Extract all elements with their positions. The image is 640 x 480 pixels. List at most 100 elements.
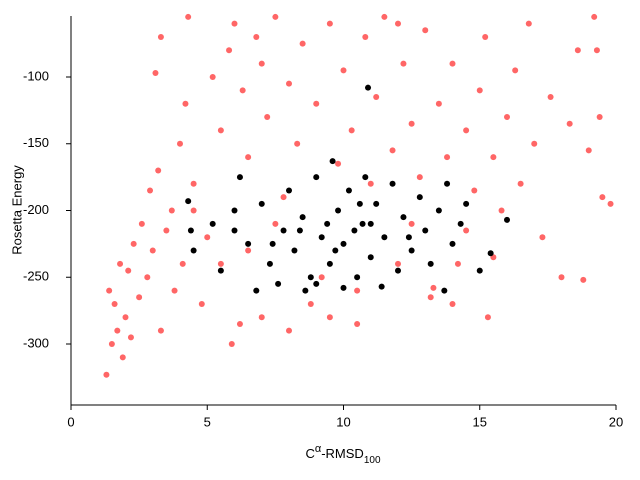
point <box>599 194 606 201</box>
point <box>182 100 189 107</box>
point <box>416 194 423 201</box>
point <box>373 200 380 207</box>
point <box>119 354 126 361</box>
point <box>149 247 156 254</box>
point <box>171 287 178 294</box>
point <box>127 334 134 341</box>
point <box>318 274 325 281</box>
point <box>395 267 401 274</box>
point <box>299 40 306 47</box>
point <box>106 287 113 294</box>
point <box>318 234 325 241</box>
y-tick-label: -300 <box>23 335 49 350</box>
point <box>236 320 243 327</box>
point <box>209 74 216 81</box>
point <box>463 127 470 134</box>
x-tick-label: 20 <box>609 414 623 429</box>
point <box>482 33 489 40</box>
point <box>441 287 448 294</box>
point <box>177 140 183 147</box>
point <box>498 207 505 214</box>
point <box>266 260 273 267</box>
point <box>217 127 224 134</box>
point <box>373 94 380 101</box>
point <box>226 47 233 54</box>
point <box>168 207 175 214</box>
point <box>463 200 470 207</box>
point <box>416 174 423 181</box>
point <box>324 220 331 227</box>
point <box>389 147 396 154</box>
x-axis-label: Cα-RMSD100 <box>305 443 380 466</box>
point <box>335 160 342 167</box>
point <box>231 227 238 234</box>
x-label-sup: α <box>315 443 322 455</box>
point <box>378 283 385 290</box>
point <box>108 340 115 347</box>
point <box>591 13 598 20</box>
x-label-sub: 100 <box>364 455 381 466</box>
point <box>117 260 124 267</box>
point <box>114 327 121 334</box>
point <box>236 174 243 181</box>
x-tick-label: 15 <box>473 414 487 429</box>
point <box>348 127 355 134</box>
point <box>111 300 118 307</box>
point <box>596 114 603 121</box>
point <box>476 267 483 274</box>
point <box>580 276 587 283</box>
point <box>217 267 224 274</box>
point <box>351 227 358 234</box>
point <box>408 220 415 227</box>
point <box>245 240 252 247</box>
point <box>359 220 366 227</box>
point <box>367 220 374 227</box>
point <box>444 180 451 187</box>
point <box>484 314 491 321</box>
x-tick-label: 0 <box>67 414 74 429</box>
point <box>574 47 581 54</box>
point <box>487 250 494 257</box>
point <box>449 60 456 67</box>
point <box>253 287 260 294</box>
x-label-part: C <box>305 446 314 461</box>
point <box>400 60 407 67</box>
y-tick-label: -100 <box>23 68 49 83</box>
point <box>408 247 415 254</box>
point <box>152 70 159 77</box>
point <box>362 174 369 181</box>
point <box>340 67 347 74</box>
point <box>130 240 137 247</box>
point <box>405 234 412 241</box>
point <box>155 167 162 174</box>
point <box>395 20 401 27</box>
point <box>280 227 287 234</box>
point <box>547 94 554 101</box>
y-axis-label: Rosetta Energy <box>9 165 24 255</box>
point <box>422 227 429 234</box>
point <box>253 33 260 40</box>
point <box>187 227 194 234</box>
point <box>400 214 407 221</box>
point <box>209 220 216 227</box>
point <box>157 33 164 40</box>
x-tick-label: 5 <box>204 414 211 429</box>
point <box>531 140 538 147</box>
point <box>239 87 246 94</box>
point <box>138 220 145 227</box>
point <box>525 20 532 27</box>
y-tick-label: -150 <box>23 135 49 150</box>
point <box>231 207 238 214</box>
point <box>340 284 347 291</box>
point <box>291 247 298 254</box>
point <box>558 274 565 281</box>
point <box>585 147 592 154</box>
point <box>258 60 265 67</box>
point <box>449 240 456 247</box>
point <box>365 84 372 91</box>
point <box>299 214 306 221</box>
point <box>264 114 271 121</box>
point <box>190 180 197 187</box>
point <box>427 294 434 301</box>
